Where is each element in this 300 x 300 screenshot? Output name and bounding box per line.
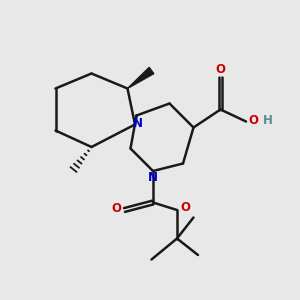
- Text: O: O: [215, 63, 225, 76]
- Text: O: O: [111, 202, 121, 215]
- Text: H: H: [263, 113, 272, 127]
- Text: O: O: [248, 113, 259, 127]
- Text: N: N: [132, 117, 142, 130]
- Polygon shape: [128, 68, 154, 88]
- Text: O: O: [180, 201, 190, 214]
- Text: N: N: [148, 171, 158, 184]
